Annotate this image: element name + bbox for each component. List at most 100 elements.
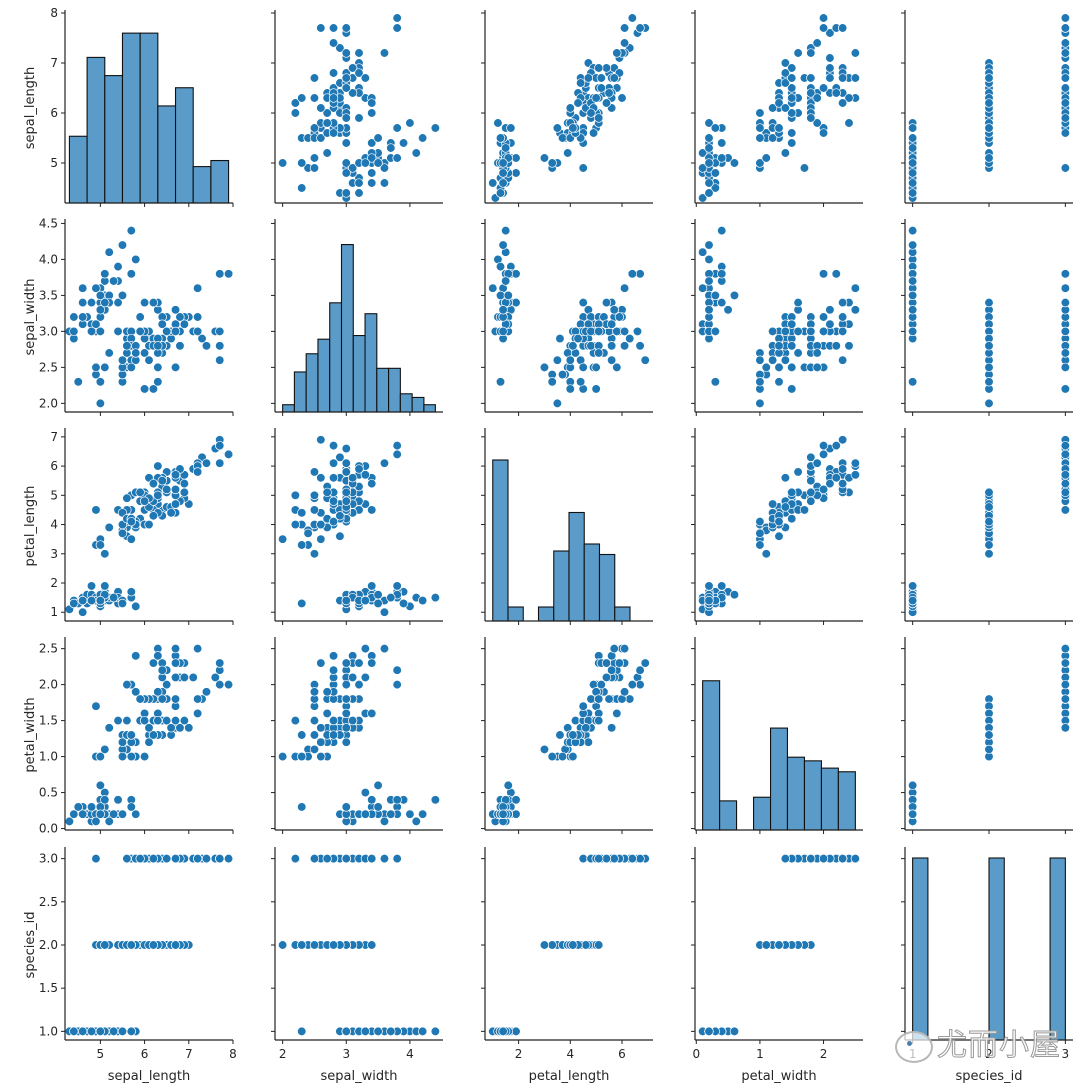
data-point xyxy=(162,484,172,495)
data-point xyxy=(316,473,326,483)
histogram-bar xyxy=(598,553,616,622)
subplot-sepal_length-vs-petal_length xyxy=(481,10,653,207)
x-axis-label: petal_width xyxy=(741,1069,816,1084)
data-point xyxy=(113,715,123,726)
y-tick-label: 2.5 xyxy=(39,642,58,656)
data-point xyxy=(627,853,637,864)
data-point xyxy=(568,940,578,950)
data-point xyxy=(347,163,358,173)
histogram-bar xyxy=(1049,857,1066,1041)
data-point xyxy=(170,499,181,509)
data-point xyxy=(166,508,176,518)
data-point xyxy=(73,377,83,387)
y-tick-label: 6 xyxy=(50,459,58,473)
data-point xyxy=(729,1026,740,1037)
data-point xyxy=(179,487,190,498)
data-point xyxy=(568,123,578,133)
data-point xyxy=(774,531,784,541)
data-point xyxy=(95,751,106,762)
data-point xyxy=(818,853,829,864)
data-point xyxy=(837,98,848,108)
data-point xyxy=(135,312,145,322)
data-point xyxy=(341,853,351,864)
data-point xyxy=(309,73,320,83)
data-point xyxy=(341,48,351,58)
data-point xyxy=(601,658,612,668)
x-tick-label: 3 xyxy=(342,1047,350,1061)
data-point xyxy=(122,715,132,726)
data-point xyxy=(170,715,181,726)
data-point xyxy=(170,470,181,480)
data-point xyxy=(755,158,765,168)
data-point xyxy=(498,158,508,168)
data-point xyxy=(495,290,506,301)
data-point xyxy=(309,549,320,559)
data-point xyxy=(604,694,614,704)
data-point xyxy=(850,470,861,480)
data-point xyxy=(837,23,848,33)
data-point xyxy=(907,326,918,337)
subplot-petal_width-vs-petal_width xyxy=(691,637,863,834)
data-point xyxy=(818,23,829,33)
data-point xyxy=(780,853,791,864)
data-point xyxy=(818,312,829,322)
data-point xyxy=(793,48,803,58)
data-point xyxy=(755,377,765,387)
data-point xyxy=(297,540,307,550)
data-point xyxy=(108,1026,119,1037)
data-point xyxy=(793,326,803,337)
subplot-petal_width-vs-sepal_width xyxy=(271,637,443,834)
data-point xyxy=(175,341,185,351)
data-point xyxy=(297,183,307,193)
data-point xyxy=(787,341,797,351)
data-point xyxy=(907,225,918,236)
data-point xyxy=(215,658,225,668)
data-point xyxy=(392,23,402,33)
data-point xyxy=(837,853,848,864)
data-point xyxy=(1060,384,1071,394)
data-point xyxy=(170,362,181,373)
data-point xyxy=(392,853,402,864)
data-point xyxy=(578,163,588,173)
data-point xyxy=(309,123,320,133)
data-point xyxy=(162,853,172,864)
y-tick-label: 2.5 xyxy=(39,360,58,374)
data-point xyxy=(297,508,307,518)
data-point xyxy=(1060,73,1071,83)
data-point xyxy=(609,73,619,83)
data-point xyxy=(1060,362,1071,373)
histogram-bar xyxy=(139,32,159,204)
data-point xyxy=(1060,679,1071,690)
data-point xyxy=(498,305,508,315)
data-point xyxy=(131,687,141,697)
data-point xyxy=(755,123,765,133)
data-point xyxy=(818,326,829,337)
data-point xyxy=(780,355,791,365)
data-point xyxy=(379,853,390,864)
data-point xyxy=(710,326,721,337)
data-point xyxy=(277,751,288,762)
data-point xyxy=(373,158,383,168)
data-point xyxy=(354,178,364,188)
data-point xyxy=(297,940,307,950)
histogram-bar xyxy=(769,727,789,831)
data-point xyxy=(223,449,234,460)
data-point xyxy=(498,809,508,819)
x-tick-label: 5 xyxy=(97,1047,105,1061)
x-tick-label: 2 xyxy=(820,1047,828,1061)
data-point xyxy=(328,940,339,950)
data-point xyxy=(704,158,714,168)
data-point xyxy=(1060,723,1071,733)
data-point xyxy=(108,809,119,819)
data-point xyxy=(78,1026,88,1037)
data-point xyxy=(488,178,498,188)
data-point xyxy=(360,672,371,683)
data-point xyxy=(69,326,79,337)
data-point xyxy=(122,493,132,503)
data-point xyxy=(568,730,578,740)
data-point xyxy=(328,516,339,527)
data-point xyxy=(297,598,307,609)
data-point xyxy=(697,247,708,257)
data-point xyxy=(806,487,816,498)
data-point xyxy=(761,362,771,373)
